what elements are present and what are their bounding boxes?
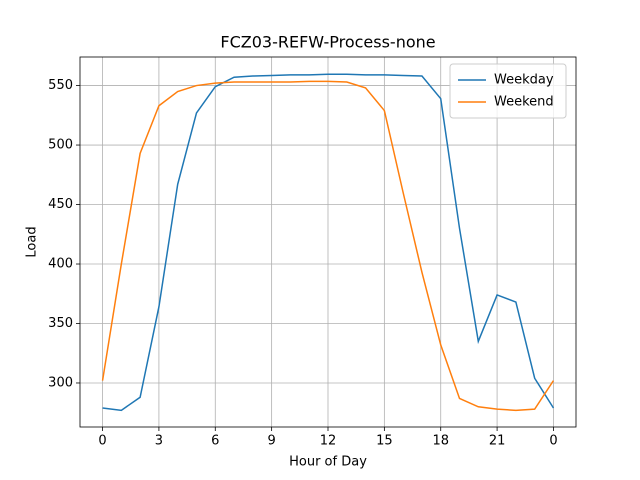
x-tick-label: 12 [320, 434, 337, 449]
plot-frame [79, 56, 577, 428]
x-tick-label: 9 [267, 434, 275, 449]
y-axis-label: Load [25, 226, 40, 257]
x-tick-label: 21 [489, 434, 506, 449]
y-tick-label: 300 [48, 375, 73, 390]
line-series [101, 80, 555, 412]
chart-title: FCZ03-REFW-Process-none [220, 33, 435, 52]
x-tick-label: 15 [376, 434, 393, 449]
y-tick-label: 400 [48, 257, 73, 272]
y-tick-label: 500 [48, 138, 73, 153]
legend-label: Weekend [494, 95, 554, 110]
x-tick-label: 0 [98, 434, 106, 449]
x-axis-label: Hour of Day [289, 455, 367, 470]
x-tick-label: 6 [211, 434, 219, 449]
x-tick-label: 18 [432, 434, 449, 449]
y-tick-label: 450 [48, 197, 73, 212]
line-series [102, 73, 555, 412]
legend-box [449, 63, 567, 119]
y-tick-label: 550 [48, 78, 73, 93]
y-tick-label: 350 [48, 316, 73, 331]
legend-label: Weekday [494, 73, 554, 88]
x-tick-label: 0 [549, 434, 557, 449]
x-tick-label: 3 [155, 434, 163, 449]
